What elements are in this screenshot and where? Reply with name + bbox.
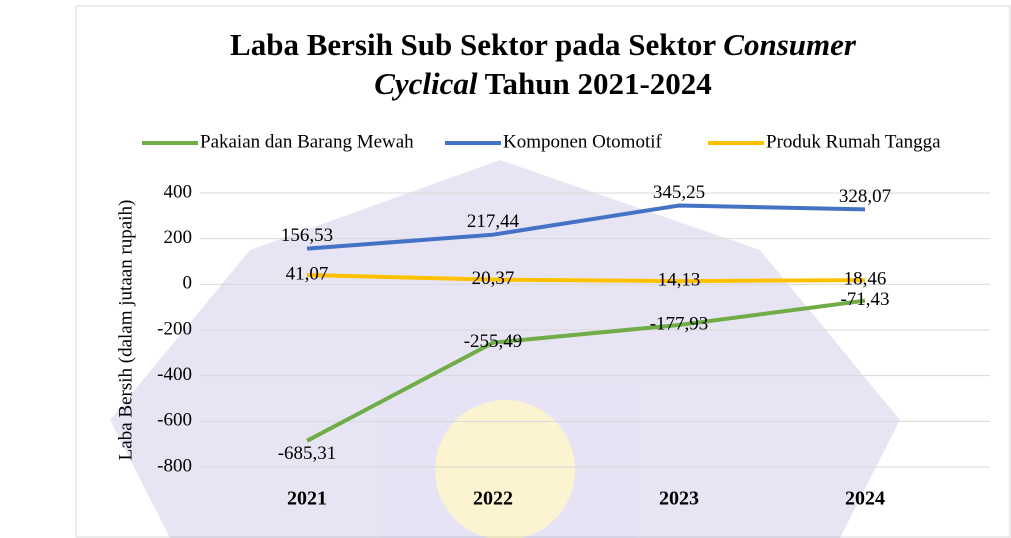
data-label: 328,07 bbox=[839, 186, 891, 207]
y-tick-label: 400 bbox=[164, 181, 193, 202]
y-tick-label: -800 bbox=[157, 455, 192, 476]
chart-title-line: Laba Bersih Sub Sektor pada Sektor Consu… bbox=[230, 27, 857, 62]
title-segment: Consumer bbox=[723, 27, 857, 62]
y-axis-label: Laba Bersih (dalam jutaan rupaih) bbox=[115, 200, 136, 461]
legend-label: Komponen Otomotif bbox=[503, 131, 663, 152]
data-label: 217,44 bbox=[467, 211, 520, 232]
x-tick-label: 2022 bbox=[473, 488, 513, 510]
data-label: -685,31 bbox=[278, 443, 337, 464]
x-tick-label: 2021 bbox=[287, 488, 327, 510]
y-tick-label: -600 bbox=[157, 410, 192, 431]
data-label: -177,93 bbox=[650, 313, 709, 334]
chart: Laba Bersih Sub Sektor pada Sektor Consu… bbox=[0, 0, 1011, 538]
y-tick-label: -200 bbox=[157, 318, 192, 339]
data-label: -71,43 bbox=[840, 289, 889, 310]
legend-label: Produk Rumah Tangga bbox=[766, 131, 941, 152]
y-tick-label: 0 bbox=[183, 273, 193, 294]
title-segment: Tahun 2021-2024 bbox=[477, 66, 711, 101]
title-segment: Laba Bersih Sub Sektor pada Sektor bbox=[230, 27, 723, 62]
chart-title-line: Cyclical Tahun 2021-2024 bbox=[374, 66, 712, 101]
title-segment: Cyclical bbox=[374, 66, 478, 101]
y-tick-label: -400 bbox=[157, 364, 192, 385]
data-label: 156,53 bbox=[281, 225, 333, 246]
data-label: 18,46 bbox=[844, 268, 887, 289]
data-label: 41,07 bbox=[286, 263, 329, 284]
y-tick-label: 200 bbox=[164, 227, 193, 248]
legend-label: Pakaian dan Barang Mewah bbox=[200, 131, 414, 152]
data-label: 345,25 bbox=[653, 182, 705, 203]
x-tick-label: 2023 bbox=[659, 488, 699, 510]
data-label: 14,13 bbox=[658, 269, 701, 290]
data-label: 20,37 bbox=[472, 268, 515, 289]
x-tick-label: 2024 bbox=[845, 488, 885, 510]
data-label: -255,49 bbox=[464, 331, 523, 352]
